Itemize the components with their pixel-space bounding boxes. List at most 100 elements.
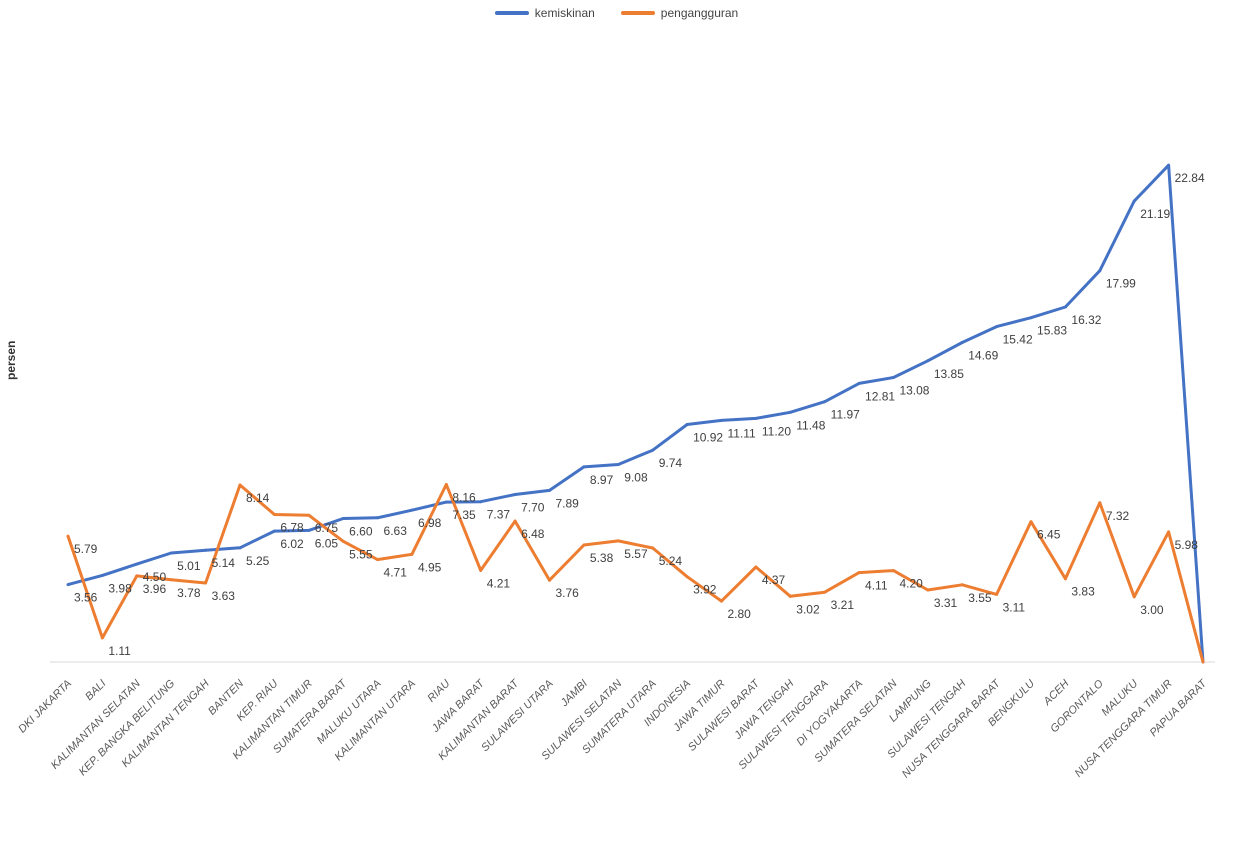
data-point-pengangguran bbox=[754, 565, 758, 569]
data-point-kemiskinan bbox=[204, 548, 208, 552]
data-label-kemiskinan: 4.50 bbox=[143, 570, 167, 584]
data-label-kemiskinan: 8.97 bbox=[590, 473, 614, 487]
data-label-pengangguran: 5.24 bbox=[659, 554, 683, 568]
data-point-kemiskinan bbox=[376, 516, 380, 520]
x-tick-label: DKI JAKARTA bbox=[16, 678, 74, 736]
data-point-pengangguran bbox=[272, 513, 276, 517]
data-label-pengangguran: 6.75 bbox=[315, 521, 339, 535]
data-point-kemiskinan bbox=[272, 529, 276, 533]
data-point-pengangguran bbox=[513, 519, 517, 523]
legend: kemiskinan pengangguran bbox=[0, 6, 1233, 20]
data-point-kemiskinan bbox=[685, 422, 689, 426]
data-point-kemiskinan bbox=[444, 500, 448, 504]
data-label-pengangguran: 3.78 bbox=[177, 586, 201, 600]
data-point-pengangguran bbox=[685, 575, 689, 579]
data-label-pengangguran: 3.00 bbox=[1140, 603, 1164, 617]
data-label-pengangguran: 3.83 bbox=[1071, 585, 1095, 599]
data-point-kemiskinan bbox=[926, 359, 930, 363]
data-point-kemiskinan bbox=[823, 400, 827, 404]
data-label-pengangguran: 5.79 bbox=[74, 542, 98, 556]
x-tick-label: RIAU bbox=[425, 678, 452, 705]
data-point-kemiskinan bbox=[788, 410, 792, 414]
data-label-kemiskinan: 7.35 bbox=[452, 508, 476, 522]
data-point-kemiskinan bbox=[1063, 305, 1067, 309]
data-label-kemiskinan: 11.20 bbox=[762, 424, 791, 438]
data-point-pengangguran bbox=[135, 574, 139, 578]
data-label-pengangguran: 4.21 bbox=[487, 576, 511, 590]
data-point-pengangguran bbox=[1029, 520, 1033, 524]
data-label-kemiskinan: 13.08 bbox=[899, 384, 929, 398]
data-point-pengangguran bbox=[204, 581, 208, 585]
data-point-pengangguran bbox=[410, 552, 414, 556]
data-point-pengangguran bbox=[479, 568, 483, 572]
data-label-kemiskinan: 7.89 bbox=[556, 496, 580, 510]
data-point-kemiskinan bbox=[960, 340, 964, 344]
data-label-kemiskinan: 6.05 bbox=[315, 536, 339, 550]
data-label-pengangguran: 4.37 bbox=[762, 573, 786, 587]
data-point-kemiskinan bbox=[1167, 163, 1171, 167]
legend-label-kemiskinan: kemiskinan bbox=[534, 6, 595, 20]
legend-item-kemiskinan: kemiskinan bbox=[494, 6, 595, 20]
data-point-pengangguran bbox=[444, 483, 448, 487]
data-point-kemiskinan bbox=[341, 516, 345, 520]
data-label-kemiskinan: 3.98 bbox=[108, 581, 132, 595]
data-point-kemiskinan bbox=[1132, 199, 1136, 203]
data-label-kemiskinan: 9.08 bbox=[624, 471, 648, 485]
series-line-pengangguran bbox=[66, 483, 1205, 663]
data-label-kemiskinan: 16.32 bbox=[1071, 313, 1101, 327]
x-tick-label: JAWA TENGAH bbox=[732, 678, 797, 743]
data-label-pengangguran: 3.96 bbox=[143, 582, 167, 596]
data-point-kemiskinan bbox=[1098, 269, 1102, 273]
data-label-kemiskinan: 14.69 bbox=[968, 348, 998, 362]
data-label-pengangguran: 3.11 bbox=[1003, 600, 1026, 614]
data-point-kemiskinan bbox=[513, 493, 517, 497]
data-label-pengangguran: 6.45 bbox=[1037, 528, 1061, 542]
data-label-pengangguran: 3.76 bbox=[556, 586, 580, 600]
data-label-kemiskinan: 3.56 bbox=[74, 591, 98, 605]
data-point-kemiskinan bbox=[307, 528, 311, 532]
data-label-pengangguran: 8.16 bbox=[452, 491, 476, 505]
data-point-kemiskinan bbox=[479, 500, 483, 504]
data-label-kemiskinan: 5.25 bbox=[246, 554, 270, 568]
data-label-kemiskinan: 22.84 bbox=[1175, 171, 1205, 185]
series-line-kemiskinan bbox=[67, 163, 1205, 663]
data-point-pengangguran bbox=[823, 590, 827, 594]
data-point-kemiskinan bbox=[857, 381, 861, 385]
data-point-pengangguran bbox=[238, 483, 242, 487]
data-label-pengangguran: 5.57 bbox=[624, 547, 648, 561]
data-label-pengangguran: 6.48 bbox=[521, 527, 545, 541]
data-label-kemiskinan: 15.83 bbox=[1037, 324, 1067, 338]
data-label-kemiskinan: 6.98 bbox=[418, 516, 442, 530]
data-label-kemiskinan: 9.74 bbox=[659, 456, 683, 470]
data-label-kemiskinan: 6.02 bbox=[280, 537, 304, 551]
data-point-pengangguran bbox=[548, 578, 552, 582]
data-label-pengangguran: 8.14 bbox=[246, 491, 270, 505]
data-label-kemiskinan: 7.70 bbox=[521, 501, 545, 515]
legend-item-pengangguran: pengangguran bbox=[620, 6, 738, 20]
data-label-pengangguran: 3.55 bbox=[968, 591, 992, 605]
data-point-pengangguran bbox=[376, 558, 380, 562]
data-point-kemiskinan bbox=[891, 376, 895, 380]
data-point-pengangguran bbox=[1167, 530, 1171, 534]
data-point-kemiskinan bbox=[754, 416, 758, 420]
data-point-pengangguran bbox=[1201, 660, 1205, 664]
data-point-kemiskinan bbox=[548, 488, 552, 492]
data-label-kemiskinan: 13.85 bbox=[934, 367, 964, 381]
data-label-pengangguran: 5.38 bbox=[590, 551, 614, 565]
data-label-layer: 3.56 3.98 4.50 5.01 5.14 5.25 6.02 6.05 6.60 6.63… bbox=[74, 171, 1205, 658]
data-label-kemiskinan: 21.19 bbox=[1140, 207, 1170, 221]
data-point-pengangguran bbox=[1098, 501, 1102, 505]
data-point-kemiskinan bbox=[719, 418, 723, 422]
data-label-pengangguran: 4.95 bbox=[418, 560, 442, 574]
data-label-pengangguran: 3.02 bbox=[796, 602, 820, 616]
data-label-kemiskinan: 10.92 bbox=[693, 430, 723, 444]
data-point-pengangguran bbox=[1063, 577, 1067, 581]
data-point-pengangguran bbox=[616, 539, 620, 543]
data-point-kemiskinan bbox=[651, 448, 655, 452]
data-point-kemiskinan bbox=[100, 573, 104, 577]
data-point-kemiskinan bbox=[238, 546, 242, 550]
data-label-pengangguran: 3.31 bbox=[934, 596, 958, 610]
data-point-pengangguran bbox=[100, 636, 104, 640]
legend-swatch-kemiskinan bbox=[494, 11, 529, 15]
